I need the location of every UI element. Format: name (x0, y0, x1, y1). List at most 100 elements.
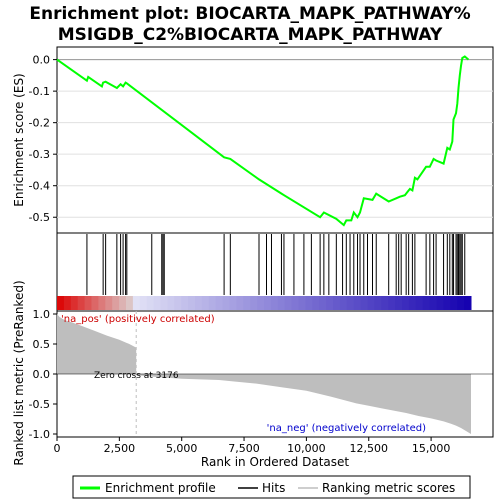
ranking-y-tick-label: 0.0 (33, 368, 51, 381)
rank-color-segment (374, 296, 382, 310)
rank-color-segment (215, 296, 224, 310)
rank-color-segment (415, 296, 424, 310)
rank-color-segment (146, 296, 155, 310)
rank-color-segment (326, 296, 334, 310)
chart-title-line2: MSIGDB_C2%BIOCARTA_MAPK_PATHWAY (58, 25, 443, 45)
rank-color-segment (236, 296, 244, 310)
rank-color-segment (167, 296, 175, 310)
rank-color-segment (57, 296, 65, 310)
ranking-x-tick-label: 5,000 (166, 442, 198, 455)
rank-color-segment (70, 296, 79, 310)
rank-color-segment (353, 296, 362, 310)
rank-color-segment (84, 296, 92, 310)
rank-color-segment (77, 296, 86, 310)
rank-color-segment (298, 296, 306, 310)
ranking-x-axis-ticks: 0 2,500 5,000 7,500 10,000 12,500 15,000 (54, 437, 451, 455)
rank-color-segment (436, 296, 444, 310)
rank-color-segment (360, 296, 368, 310)
rank-color-segment (105, 296, 113, 310)
rank-color-segment (139, 296, 148, 310)
ranking-x-tick-label: 7,500 (228, 442, 260, 455)
ranking-metric-area (57, 311, 493, 437)
ranking-x-tick-label: 12,500 (349, 442, 388, 455)
es-y-axis-ticks: 0.0 -0.1 -0.2 -0.3 -0.4 -0.5 (29, 54, 57, 224)
es-y-axis-label: Enrichment score (ES) (12, 73, 26, 206)
rank-color-segment (195, 296, 203, 310)
rank-color-segment (160, 296, 168, 310)
legend-box (72, 475, 471, 499)
rank-color-segment (367, 296, 375, 310)
es-profile-line (56, 55, 470, 227)
es-y-tick-label: -0.5 (29, 211, 50, 224)
rank-color-segment (457, 296, 465, 310)
rank-color-segment (381, 296, 389, 310)
rank-color-segment (422, 296, 431, 310)
rank-color-segment (339, 296, 348, 310)
es-grid (57, 59, 493, 218)
ranking-y-tick-label: 1.0 (33, 308, 51, 321)
zero-cross-label: Zero cross at 3176 (94, 371, 179, 381)
rank-color-segment (312, 296, 320, 310)
ranking-x-tick-label: 10,000 (287, 442, 326, 455)
rank-color-segment (98, 296, 106, 310)
rank-color-segment (250, 296, 258, 310)
rank-color-segment (429, 296, 437, 310)
ranking-x-tick-label: 2,500 (104, 442, 136, 455)
rank-color-segment (174, 296, 182, 310)
rank-color-segment (243, 296, 251, 310)
legend: Enrichment profile Hits Ranking metric s… (72, 475, 471, 499)
rank-color-segment (408, 296, 417, 310)
chart-title-line1: Enrichment plot: BIOCARTA_MAPK_PATHWAY% (29, 4, 470, 24)
es-y-tick-label: -0.3 (29, 148, 50, 161)
es-y-tick-label: 0.0 (33, 54, 51, 67)
rank-color-segment (277, 296, 286, 310)
rank-color-segment (270, 296, 279, 310)
legend-es-label: Enrichment profile (105, 481, 216, 495)
legend-hits-label: Hits (262, 481, 285, 495)
rank-color-segment (208, 296, 217, 310)
rank-color-segment (132, 296, 141, 310)
rank-color-segment (257, 296, 265, 310)
rank-color-segment (112, 296, 120, 310)
rank-color-segment (443, 296, 451, 310)
rank-color-segment (63, 296, 72, 310)
rank-color-segment (119, 296, 127, 310)
hit-marks (86, 234, 466, 295)
rank-color-segment (395, 296, 403, 310)
rank-color-segment (333, 296, 341, 310)
es-y-tick-label: -0.4 (29, 180, 50, 193)
rank-color-segment (229, 296, 237, 310)
rank-color-segment (291, 296, 299, 310)
ranking-y-tick-label: -1.0 (29, 428, 50, 441)
ranking-x-tick-label: 15,000 (412, 442, 451, 455)
rank-color-segment (188, 296, 196, 310)
rank-color-bar (57, 296, 472, 310)
rank-color-segment (305, 296, 313, 310)
rank-color-segment (201, 296, 210, 310)
rank-color-segment (402, 296, 410, 310)
rank-color-segment (91, 296, 99, 310)
ranking-y-axis-label: Ranked list metric (PreRanked) (12, 280, 26, 465)
es-y-tick-label: -0.1 (29, 85, 50, 98)
ranking-x-tick-label: 0 (54, 442, 61, 455)
rank-color-segment (264, 296, 272, 310)
rank-color-segment (346, 296, 355, 310)
rank-color-segment (450, 296, 458, 310)
rank-color-segment (126, 296, 134, 310)
ranking-y-tick-label: -0.5 (29, 398, 50, 411)
ranking-x-axis-label: Rank in Ordered Dataset (201, 455, 349, 469)
rank-color-segment (319, 296, 327, 310)
es-y-tick-label: -0.2 (29, 117, 50, 130)
positive-correlation-label: 'na_pos' (positively correlated) (61, 314, 215, 325)
negative-correlation-label: 'na_neg' (negatively correlated) (267, 423, 426, 434)
rank-color-segment (222, 296, 230, 310)
rank-color-segment (153, 296, 161, 310)
ranking-y-axis-ticks: 1.0 0.5 0.0 -0.5 -1.0 (29, 308, 57, 441)
rank-color-segment (181, 296, 189, 310)
rank-color-segment (464, 296, 472, 310)
ranking-y-tick-label: 0.5 (33, 338, 51, 351)
rank-color-segment (388, 296, 396, 310)
rank-color-segment (284, 296, 293, 310)
